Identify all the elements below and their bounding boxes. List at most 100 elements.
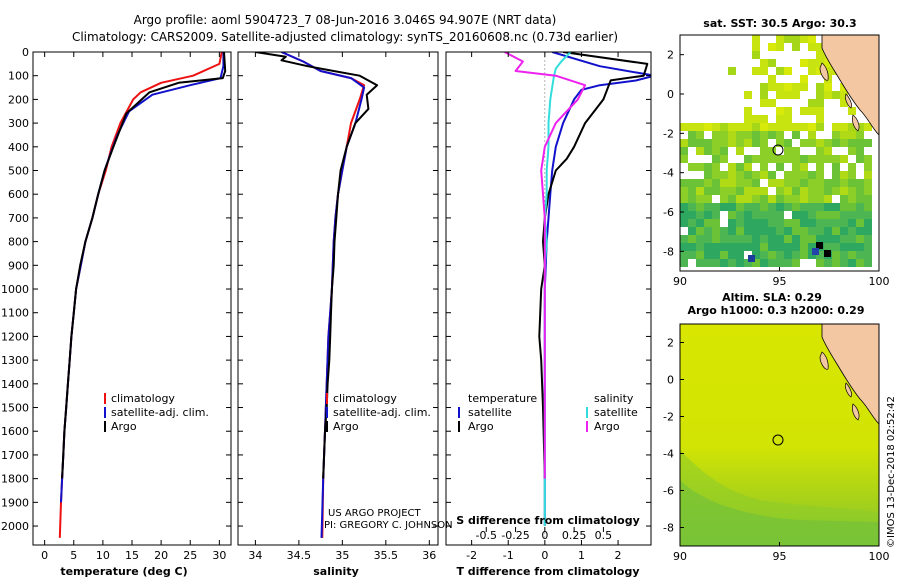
sst-cell	[864, 243, 872, 251]
sst-cell	[776, 203, 784, 211]
sst-cell	[744, 187, 752, 195]
sst-cell	[760, 171, 768, 179]
y-tick-label: 1000	[1, 283, 29, 296]
sst-cell	[688, 187, 696, 195]
sst-cell	[696, 219, 704, 227]
sst-cell	[696, 123, 704, 131]
s-difference-xlabel: S difference from climatology	[456, 514, 640, 527]
y-tick-label: 900	[8, 259, 29, 272]
sla-map-subtitle: Argo h1000: 0.3 h2000: 0.29	[687, 304, 864, 317]
sst-cell	[760, 203, 768, 211]
sst-cell	[712, 179, 720, 187]
sst-cell	[784, 235, 792, 243]
sst-cell	[752, 227, 760, 235]
sst-cell	[792, 43, 800, 51]
sst-cell	[696, 259, 704, 267]
sst-cell	[824, 179, 832, 187]
sst-cell	[696, 195, 704, 203]
map-y-tick-label: -8	[663, 245, 674, 258]
sst-cell	[776, 123, 784, 131]
sst-cell	[800, 155, 808, 163]
sst-cell	[728, 179, 736, 187]
sst-cell	[776, 243, 784, 251]
legend-satellite-adj: satellite-adj. clim.	[333, 406, 431, 419]
sst-cell	[864, 171, 872, 179]
sst-cell	[768, 83, 776, 91]
sst-cell	[744, 227, 752, 235]
sst-cell	[856, 203, 864, 211]
sst-cell	[808, 99, 816, 107]
y-tick-label: 800	[8, 236, 29, 249]
sst-cell	[720, 251, 728, 259]
x-tick-label: 36	[422, 549, 436, 562]
sst-cell	[696, 147, 704, 155]
sst-cell	[776, 35, 784, 43]
sst-cell	[680, 219, 688, 227]
sst-cell	[696, 235, 704, 243]
sst-cell	[824, 243, 832, 251]
sst-cell	[792, 203, 800, 211]
sst-cell	[752, 219, 760, 227]
series-s-satellite	[543, 52, 572, 526]
sst-cell	[832, 203, 840, 211]
y-tick-label: 1900	[1, 496, 29, 509]
sst-cell	[776, 139, 784, 147]
sst-cell	[728, 67, 736, 75]
sst-cell	[816, 227, 824, 235]
y-tick-label: 1200	[1, 330, 29, 343]
sst-cell	[744, 155, 752, 163]
legend-salinity-title: salinity	[594, 392, 634, 405]
sst-cell	[816, 203, 824, 211]
salinity-xlabel: salinity	[313, 565, 359, 578]
pi-credit: PI: GREGORY C. JOHNSON	[324, 520, 453, 531]
sst-cell	[864, 203, 872, 211]
sst-cell	[680, 187, 688, 195]
sst-cell	[736, 179, 744, 187]
sst-cell	[736, 147, 744, 155]
sst-cell	[776, 227, 784, 235]
y-tick-label: 400	[8, 141, 29, 154]
sst-cell	[744, 139, 752, 147]
sst-cell	[736, 163, 744, 171]
sst-cell	[808, 195, 816, 203]
salinity-panel: 34 34.5 35 35.5 36 salinity climatology sate…	[237, 51, 453, 578]
sst-cell	[712, 211, 720, 219]
sst-cell	[752, 155, 760, 163]
sst-cell	[744, 163, 752, 171]
sst-cell	[824, 187, 832, 195]
sst-cell	[784, 171, 792, 179]
sst-cell	[720, 147, 728, 155]
sst-cell	[760, 123, 768, 131]
sst-cell	[824, 250, 831, 257]
sst-cell	[680, 139, 688, 147]
legend-climatology: climatology	[111, 392, 175, 405]
sst-cell	[864, 211, 872, 219]
sst-cell	[816, 155, 824, 163]
sst-cell	[752, 251, 760, 259]
sst-cell	[800, 243, 808, 251]
sst-cell	[688, 195, 696, 203]
map-x-tick-label: 95	[773, 275, 787, 288]
sst-cell	[712, 187, 720, 195]
sst-cell	[832, 219, 840, 227]
sst-cell	[800, 171, 808, 179]
sst-cell	[840, 171, 848, 179]
sst-cell	[832, 251, 840, 259]
sst-cell	[816, 251, 824, 259]
sst-cell	[856, 227, 864, 235]
sst-cell	[848, 195, 856, 203]
sst-cell	[712, 139, 720, 147]
series-t-satellite	[543, 52, 651, 526]
sst-cell	[688, 131, 696, 139]
sst-cell	[824, 219, 832, 227]
difference-panel: -2 -1 0 1 2 -0.5 -0.25 0 0.25 0.5 T difference fr…	[445, 51, 652, 578]
sst-cell	[784, 219, 792, 227]
series-satellite-adj-clim-	[60, 52, 225, 503]
sst-cell	[848, 179, 856, 187]
sst-cell	[752, 235, 760, 243]
sst-cell	[792, 171, 800, 179]
map-y-tick-label: 2	[667, 337, 674, 350]
sst-cell	[760, 91, 768, 99]
sst-cell	[832, 187, 840, 195]
sst-cell	[800, 139, 808, 147]
